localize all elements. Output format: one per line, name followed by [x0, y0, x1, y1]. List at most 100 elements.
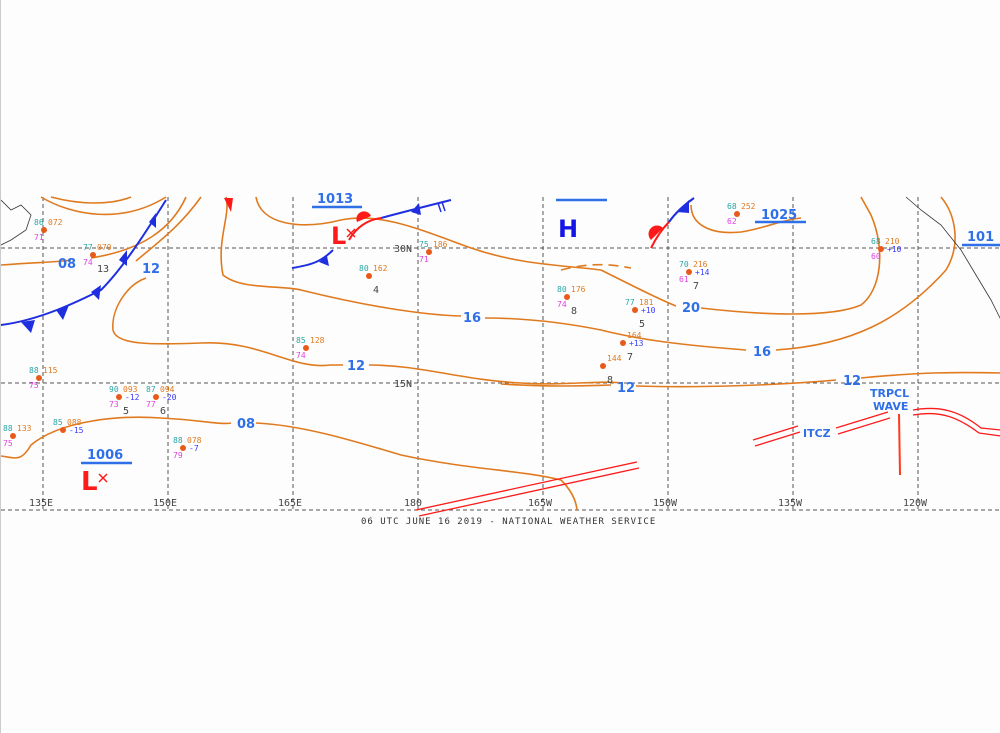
station-weather: 7 — [693, 281, 699, 292]
station-pressure: 133 — [17, 424, 32, 433]
station-plot: 86 072 71 — [34, 218, 63, 242]
high-center: H — [556, 198, 607, 243]
low-symbol: L — [81, 467, 98, 497]
station-dewpoint: 71 — [34, 233, 44, 242]
station-temperature: 77 — [83, 243, 93, 252]
cold-front-west — [1, 199, 167, 333]
station-plot: 87 094 77 -20 6 — [146, 385, 177, 417]
station-dewpoint: 74 — [296, 351, 306, 360]
station-circle-icon — [734, 211, 740, 217]
isobar-label: 16 — [753, 345, 771, 360]
station-plot: 144 8 — [600, 354, 622, 386]
lon-label: 165W — [528, 498, 553, 509]
station-weather: 6 — [160, 406, 166, 417]
station-tendency: -7 — [189, 444, 199, 453]
station-circle-icon — [632, 307, 638, 313]
station-tendency: -15 — [69, 426, 84, 435]
isobar-labels: 08 12 16 12 08 16 20 12 12 — [58, 257, 861, 432]
pressure-value: 101 — [967, 230, 994, 245]
station-pressure: 094 — [160, 385, 175, 394]
lat-lon-grid — [1, 197, 1000, 511]
isobar-label: 20 — [682, 301, 700, 316]
station-plot: 75 186 71 — [419, 240, 448, 264]
station-pressure: 072 — [48, 218, 63, 227]
station-plot: 80 162 4 — [359, 264, 388, 296]
cold-front-central — [291, 199, 452, 269]
station-pressure: 176 — [571, 285, 586, 294]
station-dewpoint: 75 — [3, 439, 13, 448]
station-circle-icon — [153, 394, 159, 400]
station-circle-icon — [60, 427, 66, 433]
station-plot: 77 070 74 13 — [83, 243, 112, 275]
station-plot: 88 078 79 -7 — [173, 436, 202, 460]
warm-front — [224, 198, 382, 241]
pressure-value: 1006 — [87, 448, 123, 463]
station-circle-icon — [41, 227, 47, 233]
low-center-1006: 1006 L — [81, 448, 132, 497]
station-plot: 85 088-15 — [53, 418, 84, 435]
station-pressure: 162 — [373, 264, 388, 273]
station-pressure: 181 — [639, 298, 654, 307]
longitude-labels: 135E 150E 165E 180 165W 150W 135W 120W — [29, 498, 928, 509]
isobar-label: 12 — [617, 381, 635, 396]
station-pressure: 070 — [97, 243, 112, 252]
pressure-center-east-edge: 101 — [962, 230, 1000, 247]
lon-label: 150E — [153, 498, 177, 509]
station-tendency: +13 — [629, 339, 644, 348]
station-weather: 7 — [627, 352, 633, 363]
station-circle-icon — [620, 340, 626, 346]
station-temperature: 68 — [727, 202, 737, 211]
station-temperature: 68 — [871, 237, 881, 246]
station-circle-icon — [426, 249, 432, 255]
tropical-wave-label-1: TRPCL — [870, 387, 909, 400]
station-plot: 70 216 61 +14 7 — [679, 260, 710, 292]
station-circle-icon — [36, 375, 42, 381]
station-circle-icon — [686, 269, 692, 275]
isobar-label: 12 — [843, 374, 861, 389]
station-circle-icon — [303, 345, 309, 351]
station-tendency: +10 — [641, 306, 656, 315]
station-pressure: 093 — [123, 385, 138, 394]
station-temperature: 88 — [29, 366, 39, 375]
map-caption: 06 UTC JUNE 16 2019 - NATIONAL WEATHER S… — [361, 517, 656, 527]
station-plot: 90 093 73 -12 5 — [109, 385, 140, 417]
station-temperature: 88 — [3, 424, 13, 433]
station-plot: 68 252 62 — [727, 202, 756, 226]
station-dewpoint: 71 — [419, 255, 429, 264]
station-temperature: 70 — [679, 260, 689, 269]
station-circle-icon — [878, 246, 884, 252]
station-pressure: 128 — [310, 336, 325, 345]
station-plot: 68 210 60 +10 — [871, 237, 902, 261]
lat-label-30n: 30N — [394, 244, 412, 255]
station-tendency: -12 — [125, 393, 140, 402]
tropical-wave-axis — [898, 413, 901, 476]
station-pressure: 078 — [187, 436, 202, 445]
high-symbol: H — [558, 215, 578, 243]
station-dewpoint: 60 — [871, 252, 881, 261]
itcz-band — [415, 407, 1000, 517]
station-circle-icon — [180, 445, 186, 451]
station-weather: 5 — [639, 319, 645, 330]
station-dewpoint: 74 — [83, 258, 93, 267]
lat-label-15n: 15N — [394, 379, 412, 390]
lon-label: 165E — [278, 498, 302, 509]
station-pressure: 115 — [43, 366, 58, 375]
station-circle-icon — [600, 363, 606, 369]
station-weather: 8 — [571, 306, 577, 317]
isobar-label: 12 — [142, 262, 160, 277]
station-weather: 8 — [607, 375, 613, 386]
station-circle-icon — [90, 252, 96, 258]
station-temperature: 85 — [296, 336, 306, 345]
lon-label: 180 — [404, 498, 422, 509]
station-dewpoint: 62 — [727, 217, 737, 226]
station-pressure: 216 — [693, 260, 708, 269]
station-pressure: 144 — [607, 354, 622, 363]
station-plot: 80 176 74 8 — [557, 285, 586, 317]
station-pressure: 210 — [885, 237, 900, 246]
isobar-label: 08 — [237, 417, 255, 432]
station-tendency: +14 — [695, 268, 710, 277]
lon-label: 135E — [29, 498, 53, 509]
